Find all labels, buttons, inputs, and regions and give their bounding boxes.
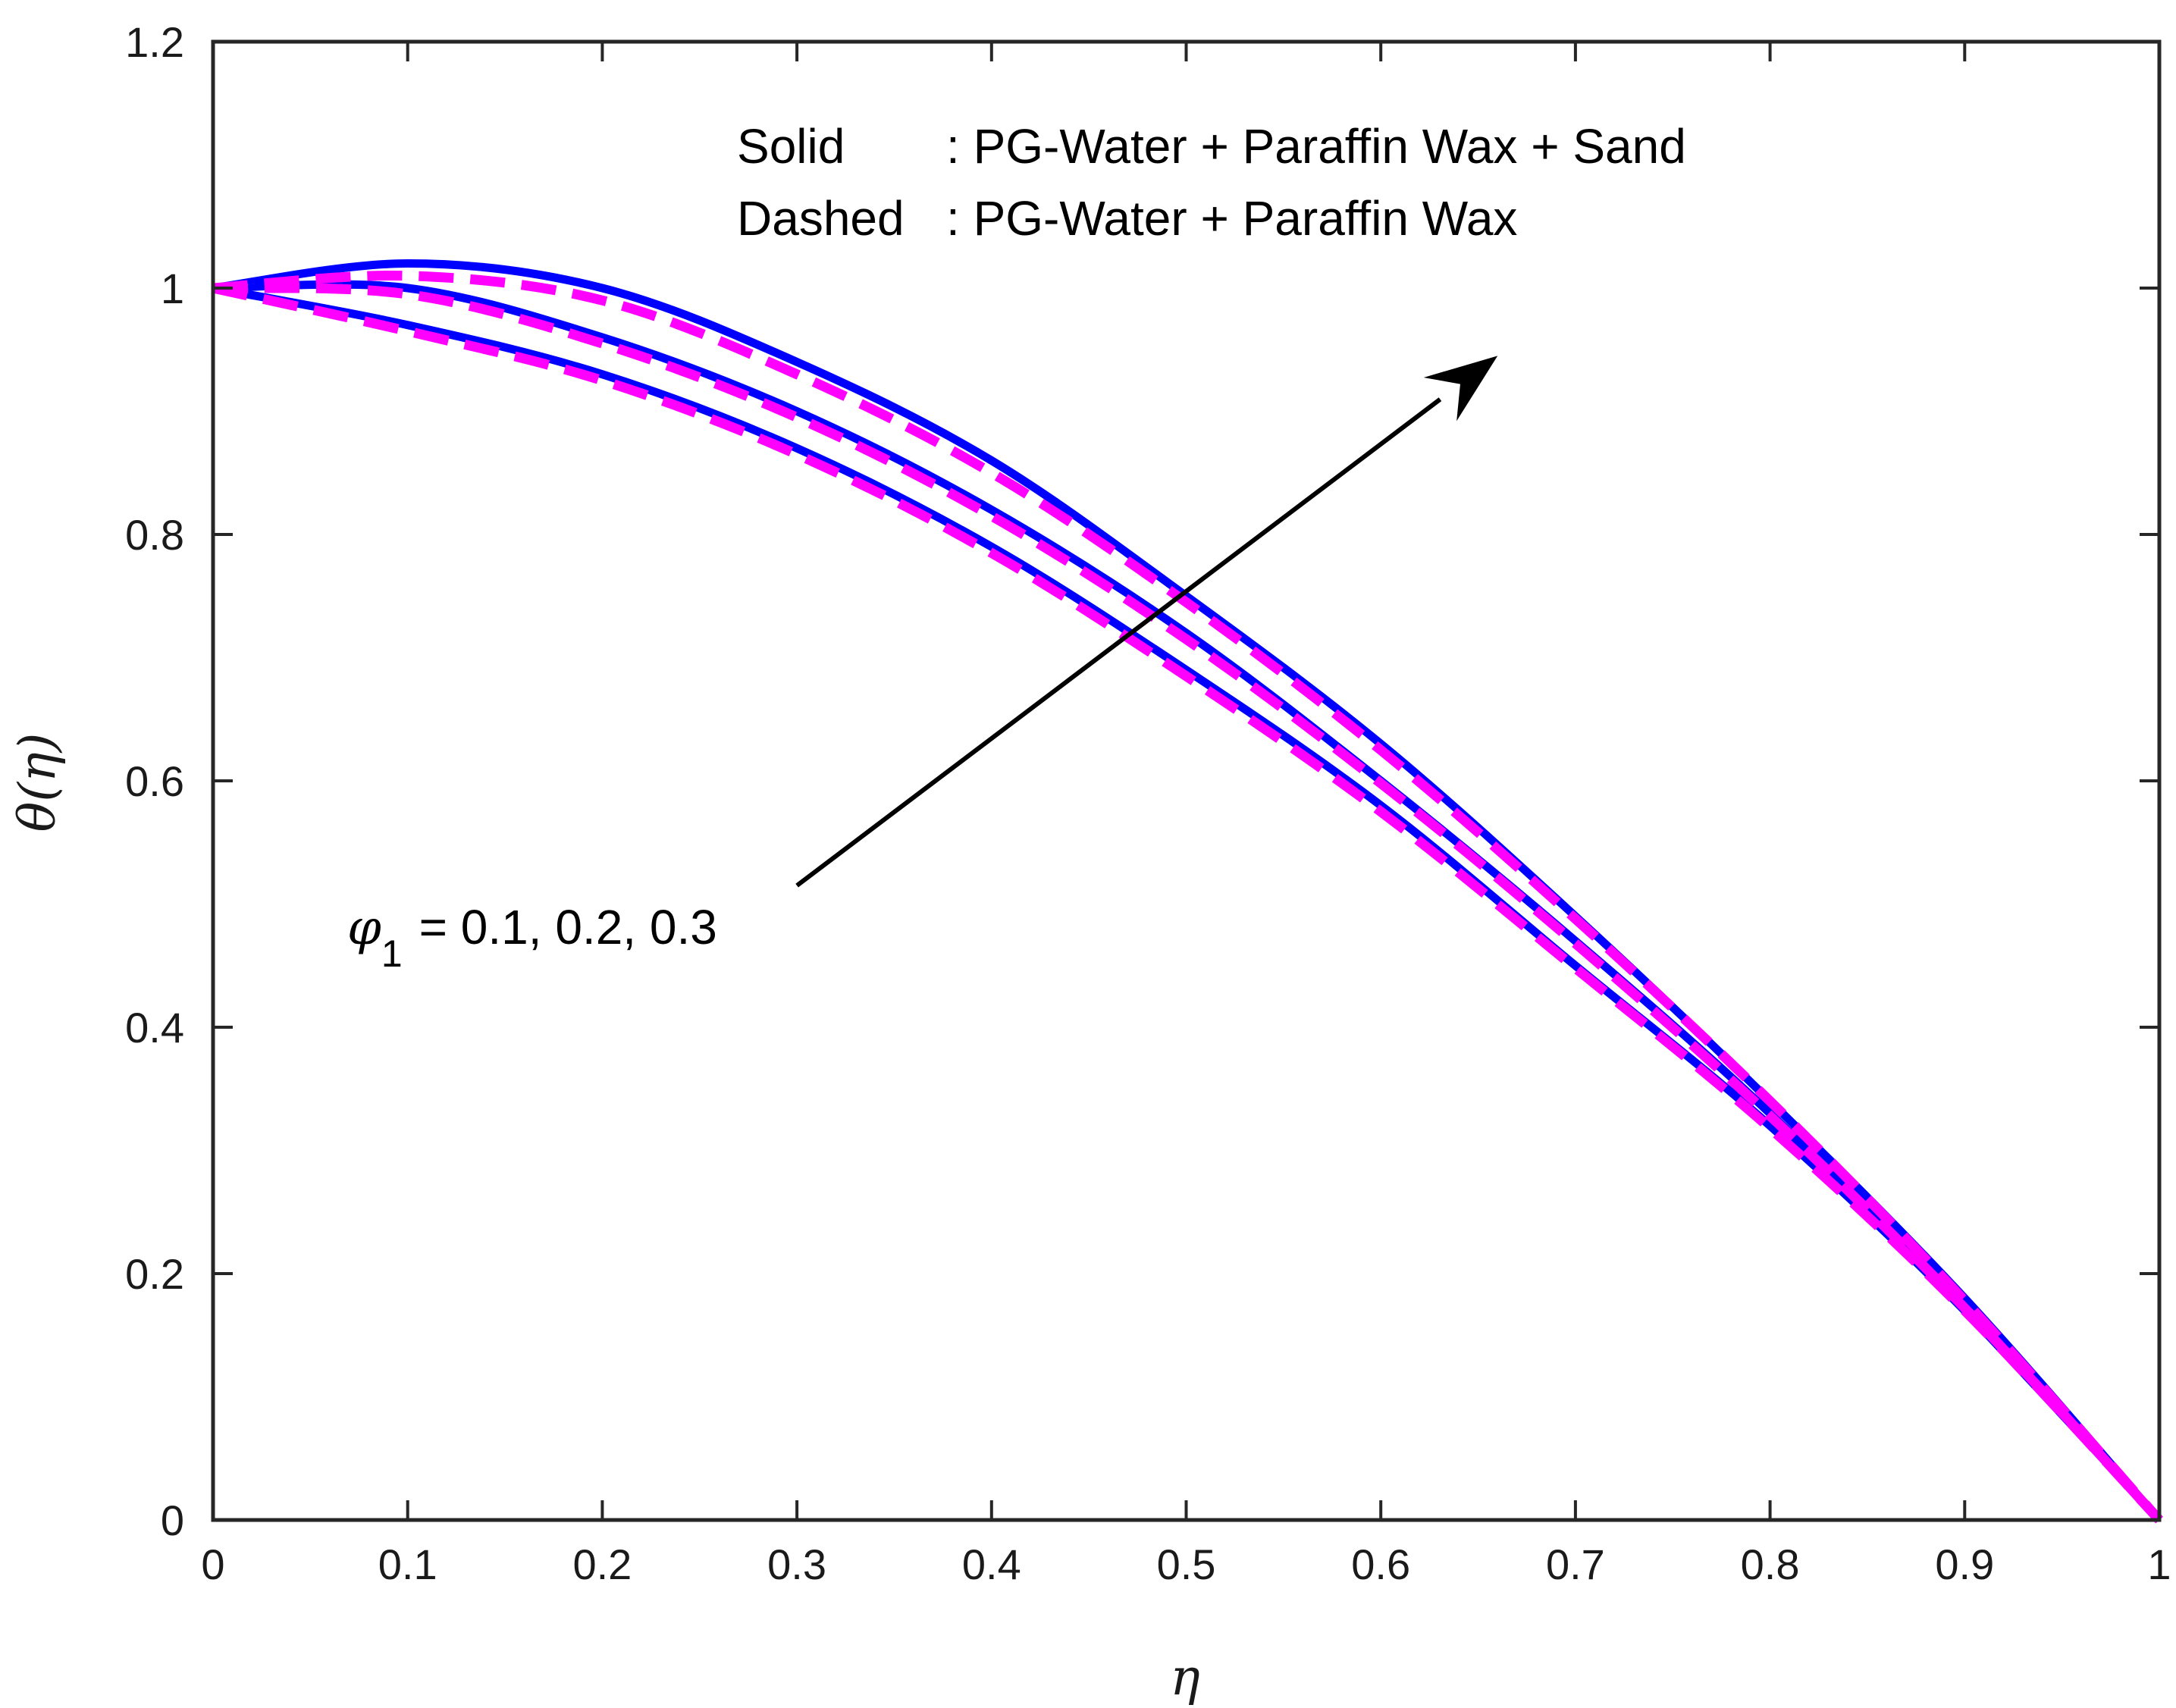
y-tick-label: 1	[161, 265, 184, 312]
x-axis-label: η	[1170, 1648, 1200, 1706]
phi-values: = 0.1, 0.2, 0.3	[419, 900, 717, 954]
legend-solid-key: Solid	[737, 119, 845, 174]
phi-annotation: φ1 = 0.1, 0.2, 0.3	[347, 900, 717, 975]
legend-dashed-desc: : PG-Water + Paraffin Wax	[946, 191, 1517, 246]
y-tick-label: 1.2	[125, 18, 184, 66]
series-layer	[212, 259, 2163, 1524]
arrow-head	[1423, 356, 1498, 422]
legend-solid-desc: : PG-Water + Paraffin Wax + Sand	[946, 119, 1686, 174]
x-tick-label: 0.9	[1935, 1540, 1994, 1588]
x-tick-label: 0.6	[1351, 1540, 1410, 1588]
annotation-layer	[795, 356, 1498, 888]
series-line-5	[212, 270, 2163, 1524]
x-tick-label: 0.1	[378, 1540, 437, 1588]
x-tick-label: 0.7	[1546, 1540, 1605, 1588]
x-tick-label: 0.4	[962, 1540, 1021, 1588]
y-tick-label: 0.4	[125, 1004, 184, 1051]
x-tick-label: 0	[201, 1540, 224, 1588]
x-tick-label: 0.8	[1741, 1540, 1800, 1588]
y-tick-label: 0.2	[125, 1250, 184, 1298]
series-line-4	[212, 283, 2163, 1524]
axes-layer: 0 0.1 0.2 0.3 0.4 0.5 0.6 0.7 0.8 0.9 1 0 0.2 0.4 0.6 0…	[125, 18, 2171, 1588]
y-tick-label: 0.8	[125, 511, 184, 559]
series-line-3	[212, 283, 2163, 1524]
phi-subscript: 1	[381, 932, 403, 975]
y-tick-label: 0	[161, 1496, 184, 1544]
x-tick-label: 1	[2147, 1540, 2171, 1588]
x-tick-label: 0.5	[1157, 1540, 1216, 1588]
x-tick-label: 0.2	[572, 1540, 632, 1588]
plot-frame	[211, 39, 2162, 1522]
x-tick-label: 0.3	[767, 1540, 826, 1588]
legend-dashed-key: Dashed	[737, 191, 905, 246]
series-line-2	[212, 259, 2163, 1523]
phi-symbol: φ	[347, 900, 381, 956]
y-tick-label: 0.6	[125, 757, 184, 805]
y-axis-label: θ(η)	[8, 733, 67, 832]
arrow-shaft	[795, 397, 1442, 888]
